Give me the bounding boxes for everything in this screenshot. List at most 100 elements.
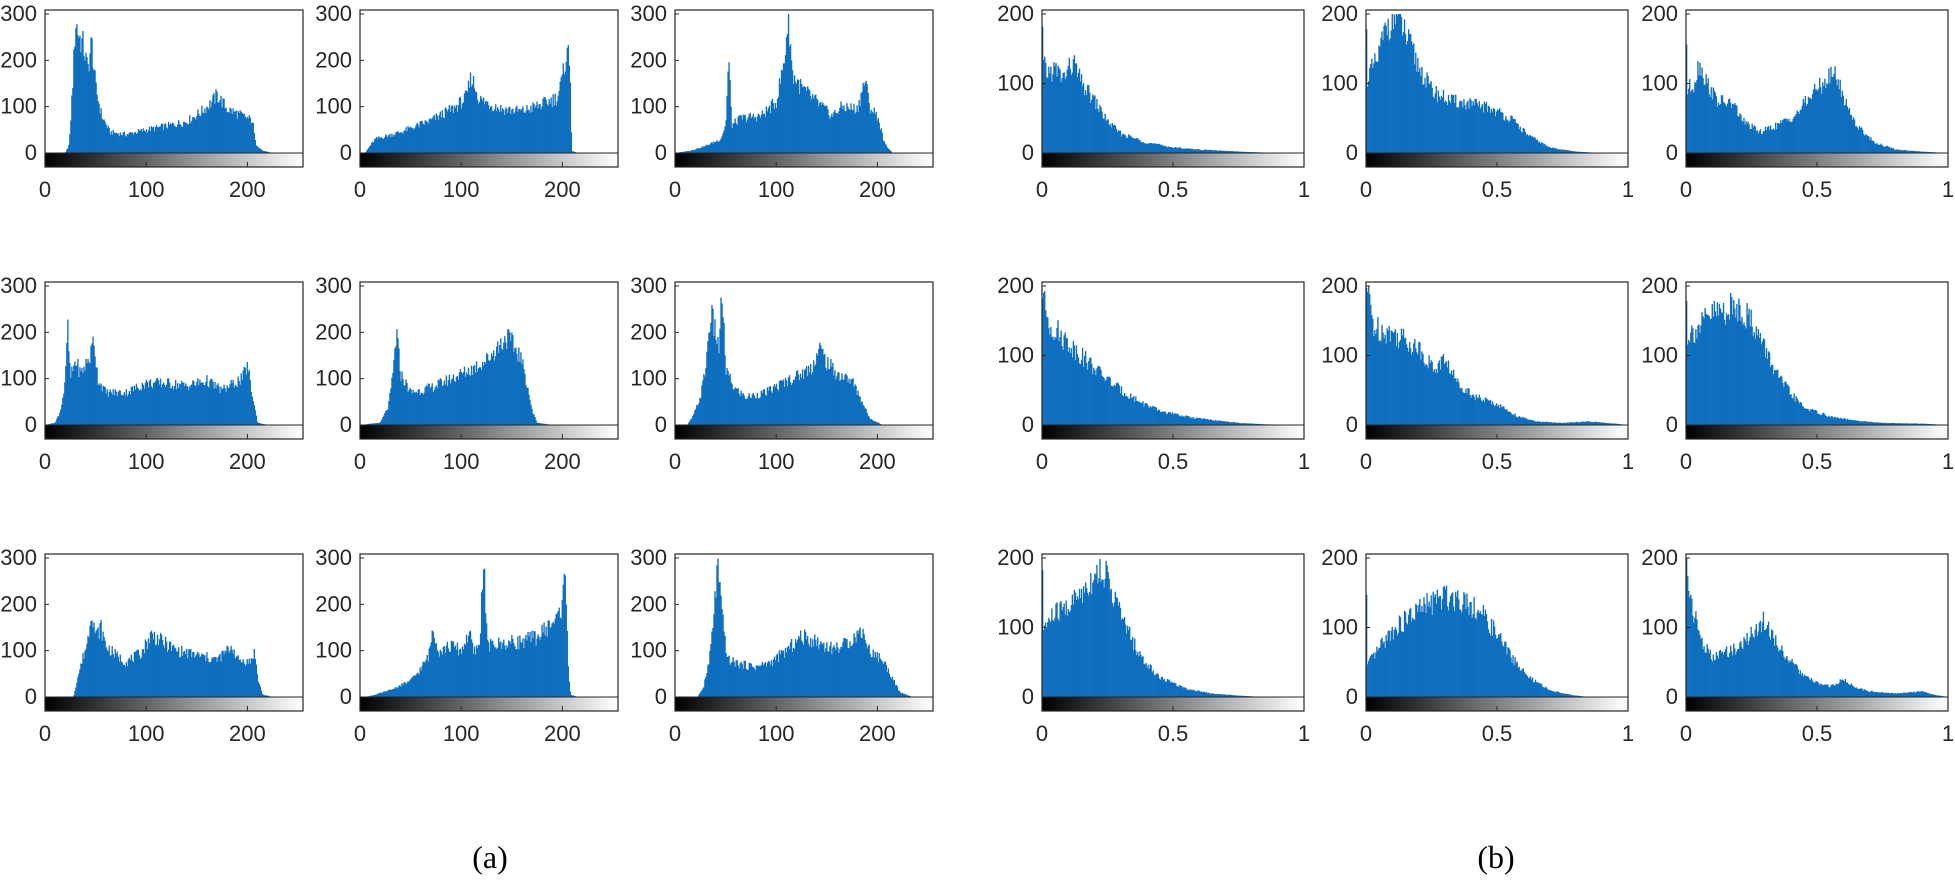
histogram-bin (1552, 422, 1554, 425)
histogram-bin (388, 401, 390, 425)
histogram-bin (539, 639, 541, 697)
histogram-bin (1425, 87, 1427, 153)
histogram-bin (1131, 137, 1133, 153)
histogram-bin (187, 124, 189, 153)
histogram-bin (1194, 418, 1196, 425)
histogram-bin (158, 126, 161, 153)
histogram-bin (1525, 418, 1528, 425)
histogram-bin (1853, 119, 1856, 153)
histogram-bin (1466, 102, 1468, 153)
histogram-bin (531, 112, 533, 153)
histogram-bin (1204, 149, 1207, 153)
histogram-bin (879, 423, 881, 425)
histogram-bin (1182, 148, 1184, 153)
histogram-bin (417, 389, 419, 425)
histogram-bin (842, 642, 844, 697)
histogram-bin (406, 682, 408, 697)
histogram-bin (156, 127, 159, 153)
histogram-bin (1448, 373, 1451, 425)
histogram-bin (1797, 400, 1799, 425)
histogram-bin (416, 673, 418, 697)
histogram-bin (1697, 61, 1699, 153)
histogram-bin (1899, 693, 1902, 697)
histogram-bin (1100, 369, 1102, 425)
histogram-bin (242, 113, 244, 153)
histogram-bin (1371, 58, 1373, 153)
histogram-bin (1868, 691, 1870, 697)
histogram-bin (1454, 378, 1456, 425)
histogram-bin (1791, 658, 1793, 697)
histogram-bin (1547, 421, 1549, 425)
histogram-bin (510, 114, 512, 153)
histogram-bin (1580, 151, 1583, 153)
histogram-bin (687, 151, 689, 153)
histogram-bin (1734, 102, 1736, 153)
histogram-bin (1893, 423, 1896, 425)
histogram-bin (535, 645, 537, 697)
histogram-bin (1549, 147, 1551, 153)
histogram-bin (570, 132, 572, 153)
histogram-bin (730, 662, 732, 697)
histogram-bin (700, 398, 702, 425)
histogram-bin (1891, 148, 1894, 153)
histogram-bin (1422, 612, 1424, 697)
histogram-bin (1533, 682, 1536, 697)
histogram-bin (404, 385, 406, 425)
histogram-bin (176, 389, 178, 425)
histogram-bin (238, 380, 240, 425)
histogram-bin (1567, 150, 1569, 153)
histogram-bin (1778, 377, 1780, 425)
histogram-bin (1090, 357, 1092, 425)
histogram-bin (522, 638, 524, 697)
histogram-bin (1251, 423, 1254, 425)
histogram-bin (1445, 101, 1448, 153)
histogram-bin (876, 422, 878, 425)
histogram-bin (71, 95, 73, 153)
histogram-bin (99, 113, 101, 153)
histogram-bin (853, 633, 855, 697)
histogram-bin (732, 657, 734, 697)
histogram-bin (838, 111, 840, 153)
histogram-bin (484, 613, 487, 697)
histogram-bin (1518, 666, 1520, 697)
histogram-bin (1791, 398, 1793, 425)
histogram-bin (194, 117, 196, 153)
histogram-bin (520, 642, 522, 697)
histogram-bin (710, 644, 712, 697)
histogram-bin (439, 111, 441, 153)
histogram-bin (521, 108, 523, 153)
y-tick-label: 200 (0, 319, 37, 344)
histogram-bin (1774, 129, 1776, 153)
histogram-bin (1776, 129, 1778, 153)
histogram-bin (778, 381, 781, 425)
histogram-bin (115, 653, 117, 697)
histogram-bin (701, 385, 703, 425)
histogram-bin (756, 392, 758, 425)
histogram-bin (369, 146, 371, 153)
histogram-bin (161, 123, 164, 153)
histogram-bin (392, 373, 394, 425)
histogram-bin (1188, 689, 1190, 697)
histogram-bin (1202, 691, 1205, 697)
histogram-bin (483, 568, 486, 697)
histogram-bin (813, 360, 815, 425)
histogram-bin (563, 573, 565, 697)
histogram-bin (1155, 407, 1157, 425)
histogram-bin (1411, 41, 1413, 153)
histogram-bin (1880, 692, 1882, 697)
histogram-bin (1461, 101, 1463, 153)
histogram-bin (1187, 148, 1189, 153)
histogram-bin (714, 142, 716, 153)
histogram-bin (1854, 688, 1857, 697)
histogram-bin (781, 381, 784, 425)
histogram-bin (753, 668, 755, 697)
histogram-bin (104, 121, 106, 153)
histogram-bin (736, 659, 738, 697)
histogram-bin (118, 390, 120, 425)
histogram-bin (243, 663, 245, 697)
histogram-bin (872, 113, 874, 153)
histogram-bin (510, 643, 512, 697)
histogram-bin (699, 397, 701, 425)
histogram-bin (1480, 400, 1482, 425)
